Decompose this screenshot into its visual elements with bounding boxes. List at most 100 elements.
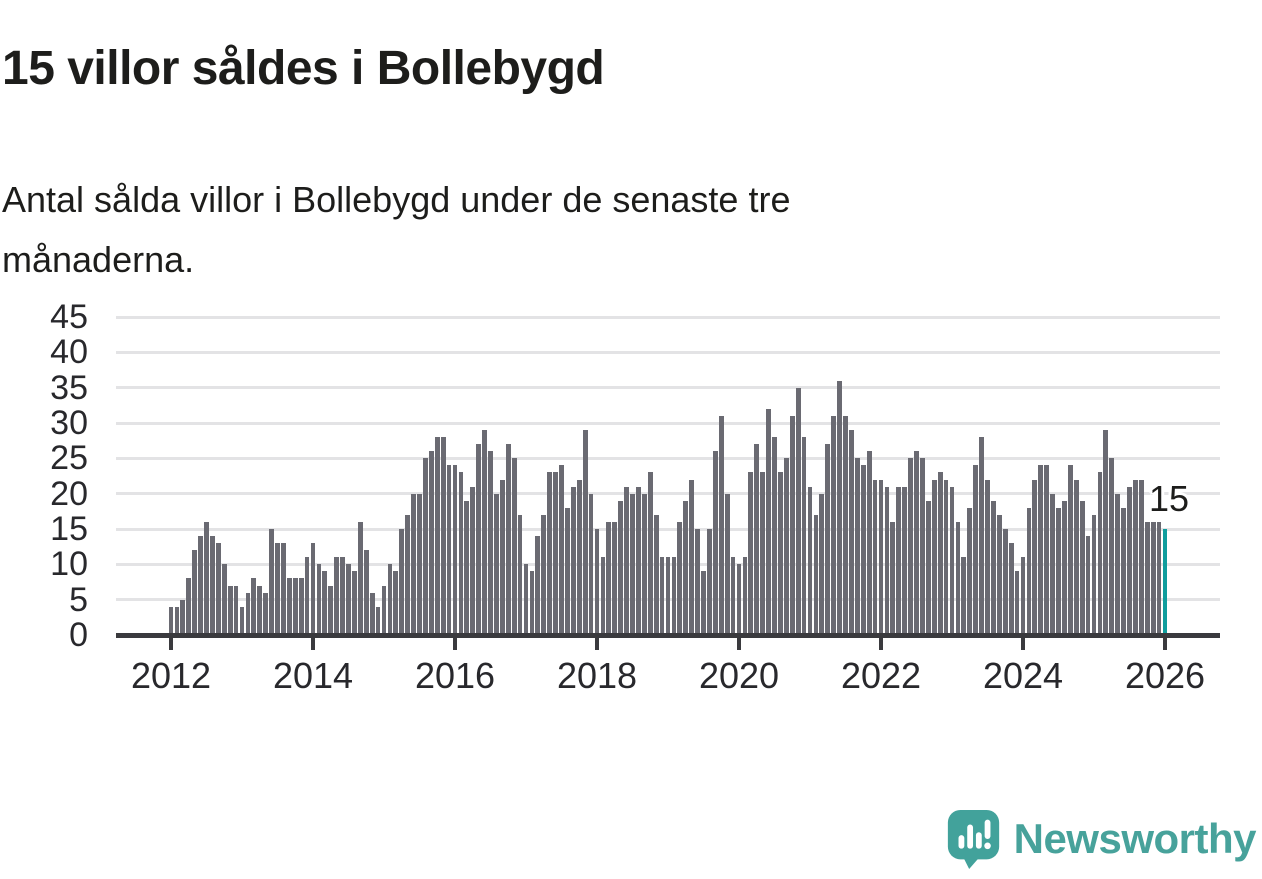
bar-month-8 xyxy=(215,543,221,635)
bar-month-56 xyxy=(499,479,505,635)
bar-month-164 xyxy=(1138,479,1144,635)
bar-month-92 xyxy=(712,451,718,635)
bar-month-151 xyxy=(1062,500,1067,635)
bar-month-55 xyxy=(494,493,499,635)
bar-month-104 xyxy=(783,458,789,635)
bar-month-140 xyxy=(996,514,1002,635)
bar-month-135 xyxy=(967,507,973,635)
bar-month-45 xyxy=(434,437,440,635)
bar-month-21 xyxy=(292,578,298,635)
bar-month-136 xyxy=(973,465,978,635)
bar-month-127 xyxy=(920,458,925,635)
bar-month-150 xyxy=(1056,507,1061,635)
bar-month-61 xyxy=(529,571,535,635)
bar-month-20 xyxy=(286,578,292,635)
bar-month-68 xyxy=(570,486,576,635)
bar-month-143 xyxy=(1014,571,1020,635)
bar-month-161 xyxy=(1121,507,1126,635)
y-axis-label-20: 20 xyxy=(50,474,88,513)
x-axis-tick-2018 xyxy=(595,638,599,650)
bar-month-27 xyxy=(328,585,334,635)
bar-month-96 xyxy=(736,564,742,635)
x-axis-tick-2014 xyxy=(311,638,315,650)
bar-month-69 xyxy=(576,479,582,635)
bar-month-43 xyxy=(423,458,428,635)
bar-month-1 xyxy=(174,606,180,635)
bar-month-76 xyxy=(618,500,623,635)
bar-month-54 xyxy=(488,451,493,635)
bar-month-29 xyxy=(340,557,345,635)
bar-month-39 xyxy=(399,529,405,635)
bar-month-22 xyxy=(298,578,304,635)
bar-month-0 xyxy=(168,606,174,635)
bar-month-12 xyxy=(239,606,245,635)
bar-month-16 xyxy=(263,592,268,635)
bar-month-48 xyxy=(452,465,458,635)
y-axis-label-35: 35 xyxy=(50,368,88,407)
bar-month-88 xyxy=(689,479,694,635)
bar-month-73 xyxy=(600,557,606,635)
bar-month-122 xyxy=(890,521,896,635)
bar-month-111 xyxy=(825,444,831,635)
y-axis-label-0: 0 xyxy=(69,616,88,654)
bar-month-44 xyxy=(428,451,434,635)
bar-month-153 xyxy=(1073,479,1079,635)
bar-month-28 xyxy=(334,557,339,635)
bar-month-129 xyxy=(931,479,937,635)
bar-month-82 xyxy=(653,514,659,635)
bar-month-165 xyxy=(1144,521,1150,635)
bar-month-31 xyxy=(352,571,357,635)
gridline-45 xyxy=(116,315,1220,319)
bar-month-13 xyxy=(245,592,251,635)
bar-month-52 xyxy=(476,444,481,635)
bar-month-147 xyxy=(1038,465,1044,635)
bar-month-81 xyxy=(647,472,653,635)
bar-month-137 xyxy=(979,437,984,635)
bar-month-75 xyxy=(612,521,618,635)
y-axis-label-15: 15 xyxy=(50,510,88,548)
y-axis-label-30: 30 xyxy=(50,404,88,442)
gridline-30 xyxy=(116,421,1220,425)
bar-month-23 xyxy=(304,557,310,635)
bar-month-166 xyxy=(1150,521,1156,635)
bar-month-105 xyxy=(789,415,795,635)
x-axis-tick-2012 xyxy=(169,638,173,650)
bar-month-116 xyxy=(854,458,860,635)
bar-month-49 xyxy=(458,472,464,635)
bar-month-65 xyxy=(553,472,558,635)
bar-month-35 xyxy=(375,606,381,635)
bar-month-58 xyxy=(511,458,517,635)
bar-month-85 xyxy=(671,557,677,635)
bar-month-160 xyxy=(1115,493,1120,635)
bar-month-30 xyxy=(346,564,351,635)
bar-month-78 xyxy=(630,493,635,635)
x-axis-label-2018: 2018 xyxy=(556,655,638,696)
x-axis-tick-2022 xyxy=(879,638,883,650)
bar-month-125 xyxy=(908,458,913,635)
bar-month-155 xyxy=(1085,536,1091,635)
bar-month-108 xyxy=(807,486,813,635)
bar-month-149 xyxy=(1050,493,1055,635)
last-value-label: 15 xyxy=(1149,478,1190,519)
gridline-35 xyxy=(116,386,1220,390)
bar-month-67 xyxy=(565,507,570,635)
x-axis-label-2012: 2012 xyxy=(130,655,212,696)
bar-month-128 xyxy=(925,500,931,635)
bar-month-130 xyxy=(937,472,943,635)
bar-month-46 xyxy=(440,437,446,635)
bar-month-3 xyxy=(186,578,192,635)
bar-month-34 xyxy=(369,592,375,635)
bar-month-33 xyxy=(363,550,369,635)
bar-month-94 xyxy=(724,493,730,635)
bar-month-109 xyxy=(813,514,819,635)
y-axis-label-25: 25 xyxy=(50,439,88,478)
bar-month-14 xyxy=(251,578,257,635)
x-axis-label-2014: 2014 xyxy=(272,655,354,696)
bar-month-100 xyxy=(760,472,765,635)
bar-month-5 xyxy=(198,536,203,635)
bar-month-74 xyxy=(606,521,612,635)
bar-month-154 xyxy=(1079,500,1085,635)
bar-month-123 xyxy=(896,486,902,635)
bar-month-133 xyxy=(955,521,961,635)
